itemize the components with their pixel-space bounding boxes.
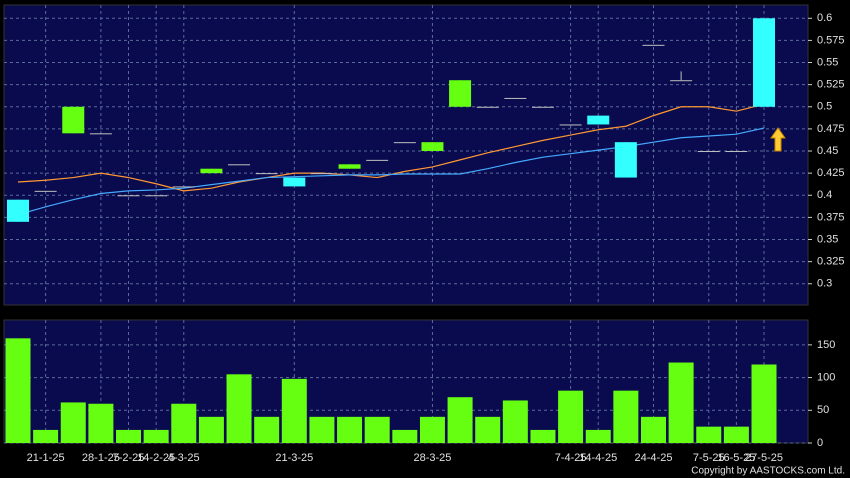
- volume-bar: [116, 429, 142, 443]
- candle-body: [255, 173, 278, 175]
- volume-bar: [392, 429, 418, 443]
- y-tick-label: 0.55: [817, 56, 838, 68]
- candle-body: [228, 164, 251, 166]
- moving-average-line: [17, 127, 765, 216]
- candle-body: [697, 151, 720, 153]
- up-arrow-icon: [770, 127, 786, 152]
- candle-body: [310, 173, 333, 175]
- volume-bar: [60, 402, 86, 443]
- candle-body: [614, 142, 637, 178]
- x-tick-label: 7-5-25: [693, 452, 725, 464]
- volume-bar: [613, 390, 639, 443]
- candle-body: [531, 106, 554, 108]
- x-tick-label: 7-2-25: [113, 452, 145, 464]
- y-tick-label: 0.45: [817, 145, 838, 157]
- y-tick-label: 0.5: [817, 101, 832, 113]
- candle-body: [449, 80, 472, 107]
- volume-bar: [558, 390, 584, 443]
- volume-bar: [171, 403, 197, 443]
- y-tick-label: 0.3: [817, 278, 832, 290]
- volume-bar: [419, 416, 445, 443]
- x-tick-label: 16-5-25: [717, 452, 755, 464]
- volume-bar: [88, 403, 114, 443]
- x-tick-label: 28-3-25: [413, 452, 451, 464]
- y-tick-label: 0.325: [817, 256, 845, 268]
- y-tick-label: 100: [817, 371, 835, 383]
- y-tick-label: 0.575: [817, 34, 845, 46]
- y-tick-label: 0.375: [817, 211, 845, 223]
- volume-bar: [530, 429, 556, 443]
- candle-body: [338, 164, 361, 169]
- candle-body: [7, 199, 29, 222]
- volume-bar: [364, 416, 390, 443]
- y-tick-label: 0.4: [817, 189, 832, 201]
- y-tick-label: 0.475: [817, 123, 845, 135]
- volume-bar: [668, 362, 694, 443]
- candle-body: [172, 186, 195, 188]
- volume-bar: [226, 374, 252, 443]
- candle-body: [117, 195, 140, 197]
- candle-body: [200, 168, 223, 174]
- x-tick-label: 21-1-25: [27, 452, 65, 464]
- x-tick-label: 14-4-25: [579, 452, 617, 464]
- candle-body: [89, 133, 112, 135]
- volume-bar: [5, 338, 31, 443]
- volume-bar: [254, 416, 280, 443]
- volume-bar: [723, 426, 749, 443]
- candle-body: [476, 106, 499, 108]
- volume-bar: [696, 426, 722, 443]
- candle-body: [283, 177, 306, 187]
- candle-body: [421, 142, 444, 152]
- volume-bar: [585, 429, 611, 443]
- volume-bar: [33, 429, 59, 443]
- y-tick-label: 0.525: [817, 79, 845, 91]
- y-tick-label: 0: [817, 437, 823, 449]
- volume-bar: [309, 416, 335, 443]
- volume-bar: [640, 416, 666, 443]
- volume-bar: [475, 416, 501, 443]
- y-tick-label: 50: [817, 404, 829, 416]
- candle-body: [62, 106, 85, 134]
- price-panel: [3, 4, 809, 306]
- y-tick-label: 150: [817, 339, 835, 351]
- y-tick-label: 0.425: [817, 167, 845, 179]
- volume-bar: [281, 378, 307, 443]
- volume-bar: [337, 416, 363, 443]
- candle-body: [504, 97, 527, 99]
- candle-body: [34, 190, 57, 192]
- candle-body: [753, 18, 776, 107]
- candle-body: [670, 80, 693, 82]
- candle-body: [642, 44, 665, 46]
- x-tick-label: 7-4-25: [555, 452, 587, 464]
- x-tick-label: 28-1-25: [82, 452, 120, 464]
- volume-bar: [198, 416, 224, 443]
- candle-body: [559, 124, 582, 126]
- volume-bar: [751, 364, 777, 443]
- x-tick-label: 27-5-25: [745, 452, 783, 464]
- candle-body: [393, 142, 416, 144]
- x-tick-label: 14-2-25: [137, 452, 175, 464]
- x-tick-label: 21-3-25: [275, 452, 313, 464]
- x-tick-label: 24-4-25: [635, 452, 673, 464]
- candle-body: [366, 159, 389, 161]
- volume-bar: [447, 397, 473, 443]
- copyright: Copyright by AASTOCKS.com Ltd.: [691, 466, 845, 477]
- candle-body: [145, 195, 168, 197]
- x-tick-label: 4-3-25: [168, 452, 200, 464]
- candle-body: [725, 151, 748, 153]
- volume-bar: [502, 400, 528, 443]
- y-tick-label: 0.35: [817, 233, 838, 245]
- y-tick-label: 0.6: [817, 12, 832, 24]
- volume-bar: [143, 429, 169, 443]
- candle-body: [587, 115, 610, 125]
